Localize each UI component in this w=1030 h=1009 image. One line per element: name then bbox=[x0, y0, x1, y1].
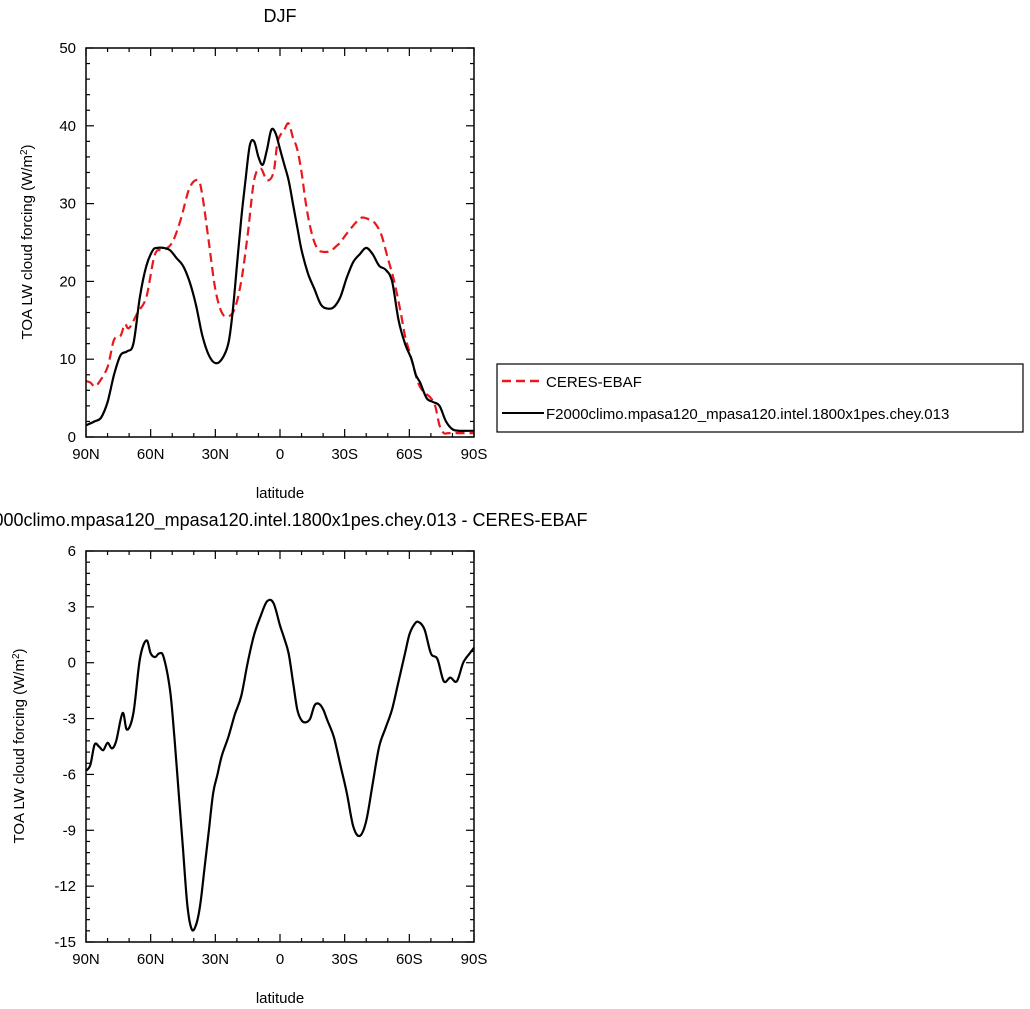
top-x-tick-label: 60N bbox=[137, 446, 165, 463]
top-y-tick-label: 50 bbox=[59, 40, 76, 57]
top-x-tick-label: 90N bbox=[72, 446, 100, 463]
bottom-x-tick-label: 30N bbox=[202, 951, 230, 968]
bottom-y-tick-label: -15 bbox=[54, 934, 76, 951]
top-x-tick-label: 30N bbox=[202, 446, 230, 463]
top-y-tick-label: 40 bbox=[59, 118, 76, 135]
bottom-x-tick-label: 0 bbox=[276, 951, 284, 968]
bottom-y-tick-label: -3 bbox=[63, 711, 76, 728]
bottom-y-tick-label: -9 bbox=[63, 822, 76, 839]
bottom-x-axis-label: latitude bbox=[256, 990, 304, 1007]
bottom-x-tick-label: 60N bbox=[137, 951, 165, 968]
bottom-y-axis-label: TOA LW cloud forcing (W/m2) bbox=[11, 648, 29, 843]
legend-label-model: F2000climo.mpasa120_mpasa120.intel.1800x… bbox=[546, 406, 949, 423]
bottom-x-tick-label: 60S bbox=[396, 951, 423, 968]
bottom-x-tick-label: 30S bbox=[331, 951, 358, 968]
bottom-y-tick-label: -12 bbox=[54, 878, 76, 895]
top-y-tick-label: 20 bbox=[59, 273, 76, 290]
top-chart-title: DJF bbox=[264, 6, 297, 26]
legend-box bbox=[496, 363, 1024, 433]
top-series-line-0 bbox=[85, 122, 474, 435]
top-x-tick-label: 60S bbox=[396, 446, 423, 463]
top-x-tick-label: 90S bbox=[461, 446, 488, 463]
legend-label-ceres: CERES-EBAF bbox=[546, 374, 642, 391]
bottom-series-line-0 bbox=[85, 598, 475, 932]
bottom-chart-title: F2000climo.mpasa120_mpasa120.intel.1800x… bbox=[0, 510, 588, 531]
bottom-y-tick-label: 0 bbox=[68, 655, 76, 672]
top-plot-area: 90N 60N 30N 0 30S 60S 90S 0 10 20 30 40 50 bbox=[59, 40, 487, 463]
legend: CERES-EBAF F2000climo.mpasa120_mpasa120.… bbox=[496, 363, 1024, 433]
top-y-tick-label: 30 bbox=[59, 196, 76, 213]
bottom-x-tick-label: 90N bbox=[72, 951, 100, 968]
top-panel: DJF 90N 60N 30N 0 30S 60S 90S 0 10 20 30 40 50 latit… bbox=[19, 6, 488, 502]
top-plot-frame bbox=[85, 47, 475, 438]
bottom-plot-frame bbox=[85, 550, 475, 943]
bottom-y-tick-label: 6 bbox=[68, 543, 76, 560]
bottom-y-tick-label: -6 bbox=[63, 766, 76, 783]
top-x-axis-label: latitude bbox=[256, 485, 304, 502]
top-series-line-1 bbox=[85, 127, 474, 432]
top-y-axis-label: TOA LW cloud forcing (W/m2) bbox=[19, 144, 37, 339]
bottom-x-tick-label: 90S bbox=[461, 951, 488, 968]
top-x-tick-label: 0 bbox=[276, 446, 284, 463]
bottom-y-tick-label: 3 bbox=[68, 599, 76, 616]
bottom-plot-area: 90N 60N 30N 0 30S 60S 90S -15 -12 -9 -6 -3 0 3 6 bbox=[54, 543, 487, 968]
top-y-tick-label: 10 bbox=[59, 351, 76, 368]
top-x-tick-label: 30S bbox=[331, 446, 358, 463]
bottom-panel: F2000climo.mpasa120_mpasa120.intel.1800x… bbox=[0, 510, 588, 1007]
top-y-tick-label: 0 bbox=[68, 429, 76, 446]
